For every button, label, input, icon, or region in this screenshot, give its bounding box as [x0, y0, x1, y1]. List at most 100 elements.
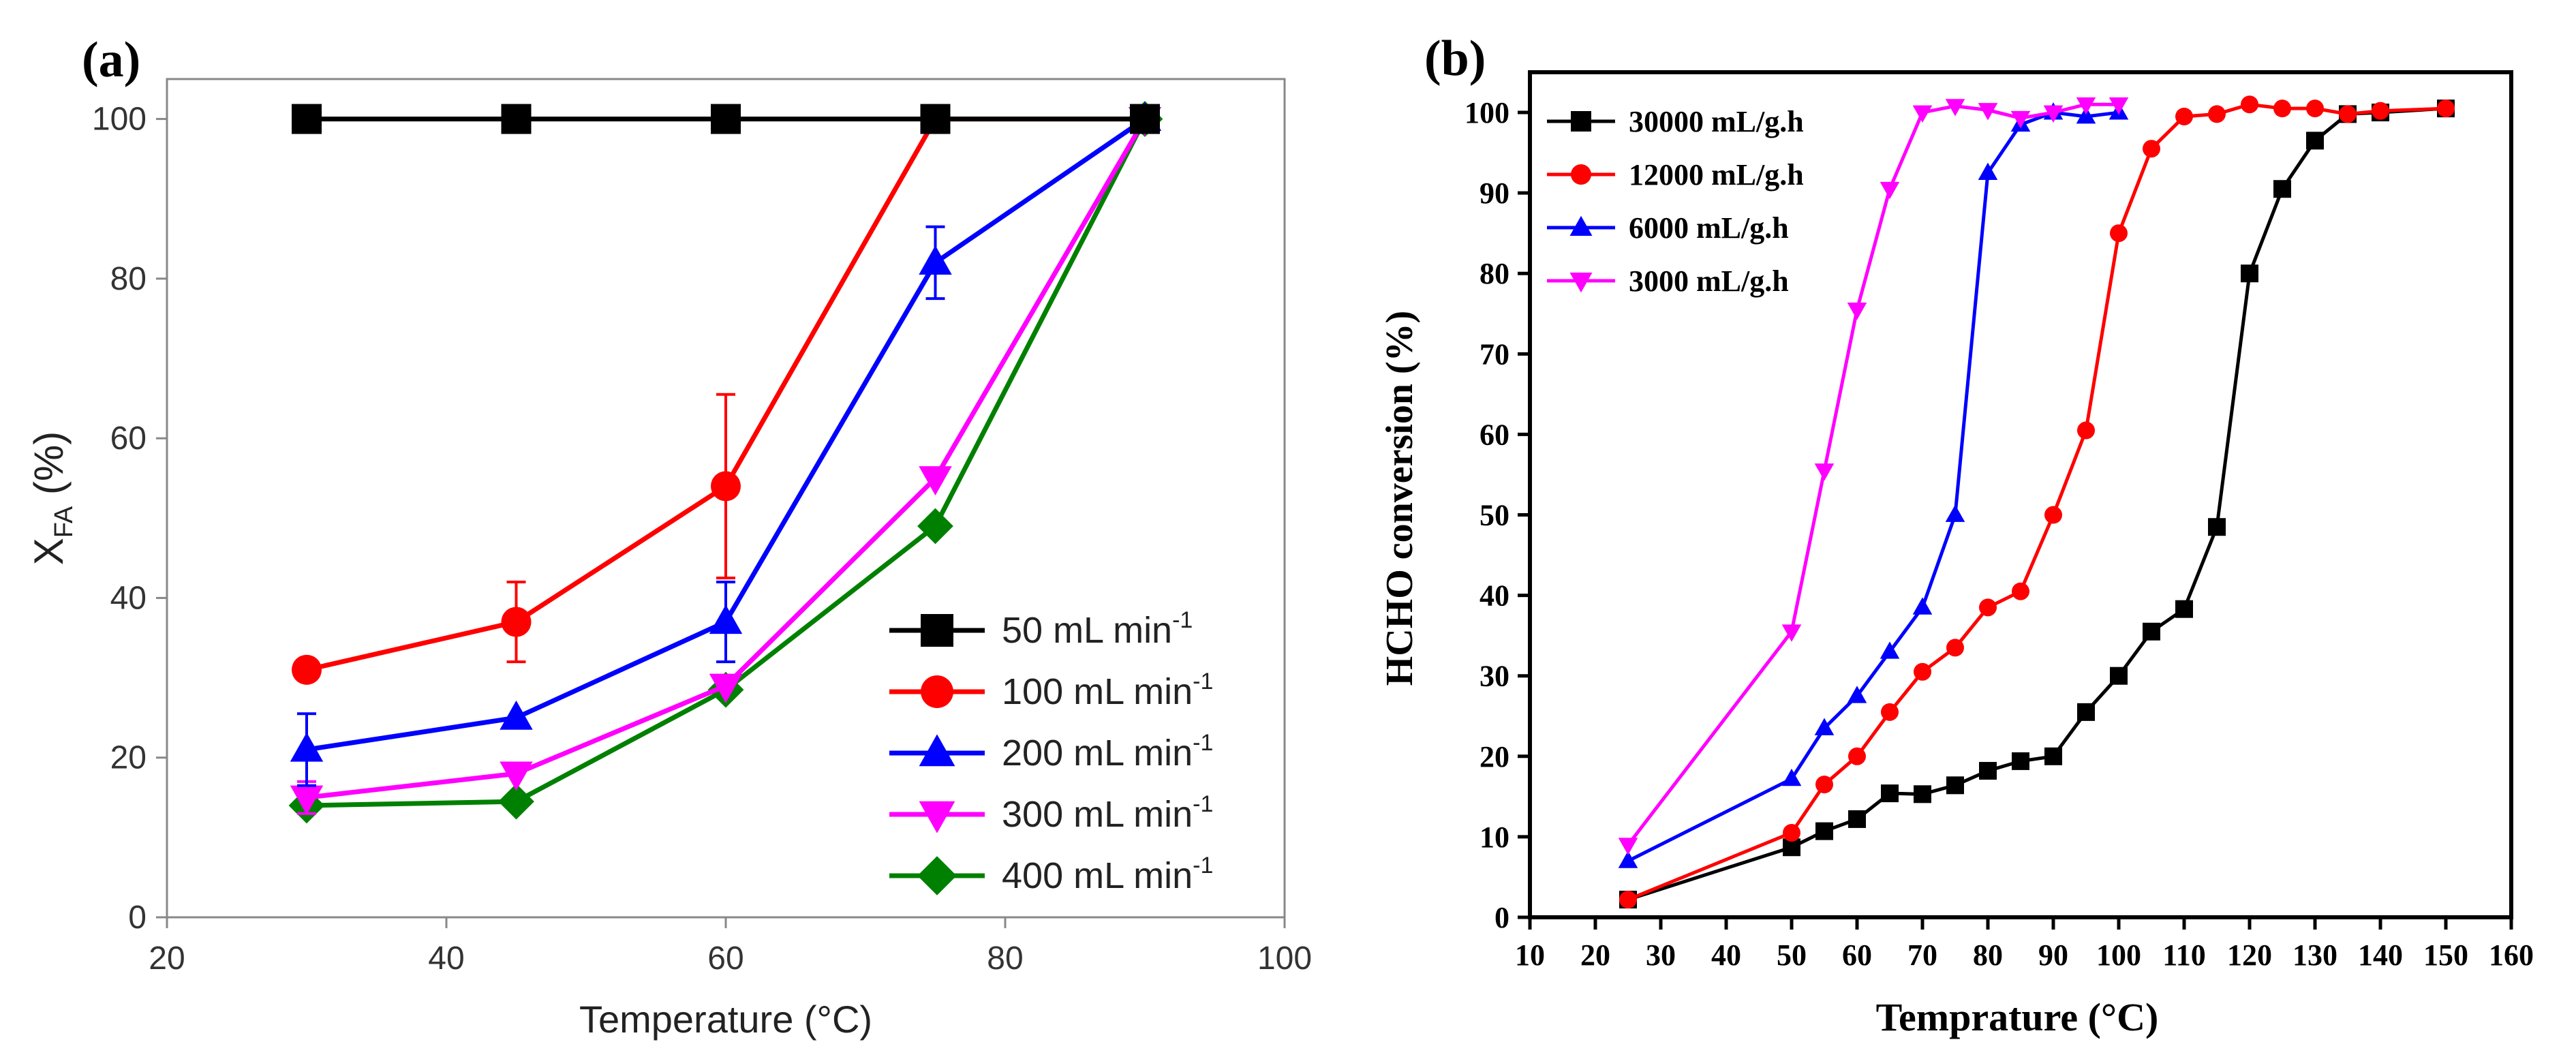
- data-point-b: [2306, 132, 2324, 150]
- data-point-a: [500, 761, 533, 791]
- legend-marker-a: [919, 801, 955, 833]
- x-tick-label-a: 80: [987, 940, 1023, 977]
- series-group-a: [288, 101, 1163, 824]
- data-point-b: [2143, 140, 2160, 158]
- y-axis-label-b: HCHO conversion (%): [1379, 311, 1421, 686]
- y-tick-label-b: 40: [1479, 579, 1509, 613]
- x-tick-label-b: 40: [1711, 938, 1741, 972]
- data-point-b: [1847, 686, 1867, 703]
- data-point-b: [1848, 747, 1866, 765]
- legend-marker-a: [921, 675, 953, 708]
- data-point-b: [2241, 95, 2258, 114]
- data-point-a: [292, 104, 322, 134]
- x-tick-label-b: 130: [2293, 938, 2337, 972]
- data-point-b: [2143, 622, 2160, 641]
- data-point-b: [2306, 99, 2324, 118]
- x-tick-label-b: 100: [2096, 938, 2141, 972]
- legend-marker-b: [1571, 111, 1591, 132]
- y-tick-label-b: 50: [1479, 499, 1509, 532]
- plot-frame-b: [1528, 70, 2513, 919]
- series-group-b: [1618, 95, 2455, 909]
- data-point-b: [2012, 752, 2029, 770]
- data-point-b: [2044, 747, 2062, 765]
- x-tick-label-a: 60: [707, 940, 743, 977]
- data-point-a: [920, 104, 951, 134]
- data-point-a: [919, 245, 952, 275]
- data-point-a: [292, 654, 322, 685]
- data-point-b: [2273, 99, 2291, 118]
- y-axis-label-a-sub: FA: [50, 506, 78, 538]
- data-point-b: [2372, 102, 2389, 120]
- chart-b: (b) 10 20 30 40 50 60 70 80 90 100 110 120 130 140 150…: [1379, 31, 2534, 1039]
- data-point-a: [711, 104, 741, 134]
- data-point-b: [1914, 662, 1931, 681]
- x-tick-label-b: 70: [1907, 938, 1937, 972]
- data-point-a: [711, 471, 741, 502]
- x-tick-label-b: 90: [2038, 938, 2068, 972]
- data-point-b: [2241, 264, 2258, 283]
- y-axis-label-a: XFA (%): [26, 431, 78, 565]
- legend-label-b: 30000 mL/g.h: [1629, 105, 1804, 138]
- legend-label-a: 100 mL min-1: [1002, 669, 1213, 712]
- y-tick-label-b: 10: [1479, 821, 1509, 854]
- data-point-a: [498, 783, 534, 820]
- data-point-b: [2110, 224, 2128, 243]
- panel-label-b: (b): [1424, 31, 1486, 87]
- data-point-b: [2077, 703, 2095, 721]
- data-point-b: [1619, 891, 1637, 909]
- data-point-b: [2076, 106, 2096, 124]
- data-point-b: [1945, 504, 1965, 522]
- legend-marker-b: [1569, 215, 1593, 236]
- x-tick-label-b: 140: [2358, 938, 2403, 972]
- legend-label-a: 200 mL min-1: [1002, 730, 1213, 773]
- data-point-b: [1814, 463, 1835, 481]
- x-tick-label-b: 110: [2162, 938, 2206, 972]
- data-point-b: [2077, 421, 2095, 440]
- data-point-b: [1979, 598, 1997, 617]
- x-tick-label-b: 160: [2489, 938, 2534, 972]
- data-point-a: [1130, 104, 1160, 134]
- data-point-b: [1783, 824, 1800, 842]
- data-point-b: [1618, 838, 1638, 855]
- data-point-b: [1978, 103, 1998, 121]
- data-point-a: [917, 508, 953, 545]
- data-point-b: [2044, 506, 2062, 524]
- legend-marker-a: [917, 856, 957, 895]
- data-point-b: [2043, 105, 2064, 123]
- x-tick-label-b: 10: [1515, 938, 1545, 972]
- x-axis-label-a: Temperature (°C): [579, 998, 872, 1041]
- data-point-b: [1880, 641, 1900, 659]
- data-point-b: [2208, 518, 2226, 536]
- x-axis-label-b: Temprature (°C): [1876, 995, 2159, 1039]
- x-tick-label-a: 100: [1257, 940, 1312, 977]
- tick-group-b: 10 20 30 40 50 60 70 80 90 100 110 120 130 140 150 160 0…: [1465, 96, 2534, 972]
- y-tick-label-b: 30: [1479, 660, 1509, 693]
- data-point-b: [2110, 667, 2128, 685]
- y-tick-label-a: 80: [110, 261, 147, 297]
- data-point-b: [1978, 162, 1998, 181]
- data-point-a: [290, 732, 324, 762]
- data-point-b: [2012, 582, 2029, 600]
- data-point-b: [2339, 105, 2357, 123]
- data-point-b: [1912, 597, 1933, 615]
- data-point-b: [1814, 718, 1835, 735]
- y-tick-label-a: 40: [110, 580, 147, 616]
- data-point-b: [1815, 776, 1833, 794]
- data-point-b: [1979, 762, 1997, 780]
- legend-label-a: 300 mL min-1: [1002, 791, 1213, 835]
- y-tick-label-a: 60: [110, 420, 147, 457]
- y-tick-label-b: 60: [1479, 418, 1509, 451]
- y-axis-label-a-suffix: (%): [26, 431, 72, 506]
- data-point-b: [2076, 97, 2096, 115]
- legend-label-b: 6000 mL/g.h: [1629, 211, 1789, 245]
- data-point-b: [2437, 99, 2455, 118]
- legend-label-a: 50 mL min-1: [1002, 607, 1193, 651]
- data-point-b: [2175, 600, 2193, 618]
- data-point-b: [2208, 105, 2226, 123]
- data-point-b: [1912, 105, 1933, 123]
- legend-marker-b: [1571, 164, 1591, 185]
- legend-label-b: 3000 mL/g.h: [1629, 264, 1789, 298]
- y-tick-label-b: 20: [1479, 740, 1509, 773]
